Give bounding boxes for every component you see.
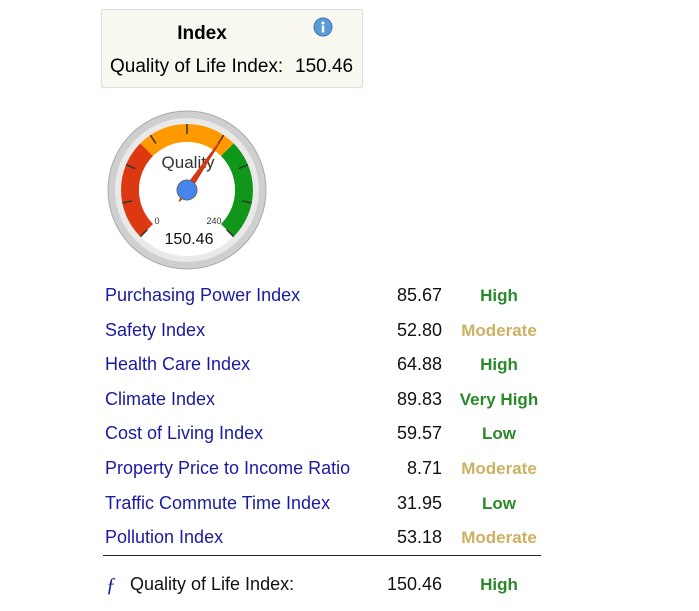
footer-symbol: ƒ bbox=[106, 574, 116, 596]
row-rating: Moderate bbox=[461, 320, 537, 340]
row-rating: Moderate bbox=[461, 528, 537, 548]
gauge-tick bbox=[139, 229, 148, 238]
box-value: 150.46 bbox=[295, 56, 354, 77]
row-value: 53.18 bbox=[396, 527, 442, 548]
footer-value: 150.46 bbox=[386, 574, 442, 594]
row-value: 31.95 bbox=[396, 492, 442, 513]
footer-label: Quality of Life Index: bbox=[130, 574, 295, 594]
gauge-value: 150.46 bbox=[165, 231, 214, 248]
row-rating: Very High bbox=[459, 389, 539, 409]
info-icon[interactable] bbox=[313, 17, 333, 37]
row-rating: High bbox=[480, 355, 518, 375]
gauge-tick bbox=[122, 200, 133, 204]
row-name[interactable]: Cost of Living Index bbox=[105, 423, 264, 444]
gauge-tick bbox=[125, 164, 136, 170]
gauge-hub bbox=[176, 179, 198, 201]
gauge-tick bbox=[238, 164, 249, 170]
box-label: Quality of Life Index: bbox=[110, 56, 284, 77]
row-rating: Low bbox=[482, 424, 516, 444]
row-value: 89.83 bbox=[396, 388, 442, 409]
row-name[interactable]: Safety Index bbox=[105, 319, 206, 340]
gauge-max: 240 bbox=[206, 216, 221, 226]
index-box: Index Quality of Life Index: 150.46 bbox=[101, 9, 363, 88]
row-rating: High bbox=[480, 286, 518, 305]
divider bbox=[103, 555, 541, 556]
row-value: 64.88 bbox=[396, 354, 442, 375]
footer-rating: High bbox=[480, 575, 518, 594]
gauge-tick bbox=[241, 200, 252, 204]
gauge-tick bbox=[226, 229, 235, 238]
row-rating: Low bbox=[482, 493, 516, 513]
gauge-band bbox=[140, 124, 234, 157]
row-rating: Moderate bbox=[461, 459, 537, 478]
row-name[interactable]: Purchasing Power Index bbox=[105, 285, 301, 305]
row-name[interactable]: Traffic Commute Time Index bbox=[105, 492, 331, 513]
box-title: Index bbox=[177, 23, 227, 44]
row-value: 59.57 bbox=[396, 423, 442, 444]
row-value: 85.67 bbox=[396, 285, 442, 305]
gauge-tick bbox=[149, 134, 157, 144]
row-name[interactable]: Pollution Index bbox=[105, 527, 224, 548]
gauge-min: 0 bbox=[154, 216, 159, 226]
row-name[interactable]: Property Price to Income Ratio bbox=[105, 458, 351, 478]
row-value: 52.80 bbox=[396, 319, 442, 340]
row-value: 8.71 bbox=[406, 458, 442, 478]
row-name[interactable]: Health Care Index bbox=[105, 354, 251, 375]
row-name[interactable]: Climate Index bbox=[105, 388, 216, 409]
